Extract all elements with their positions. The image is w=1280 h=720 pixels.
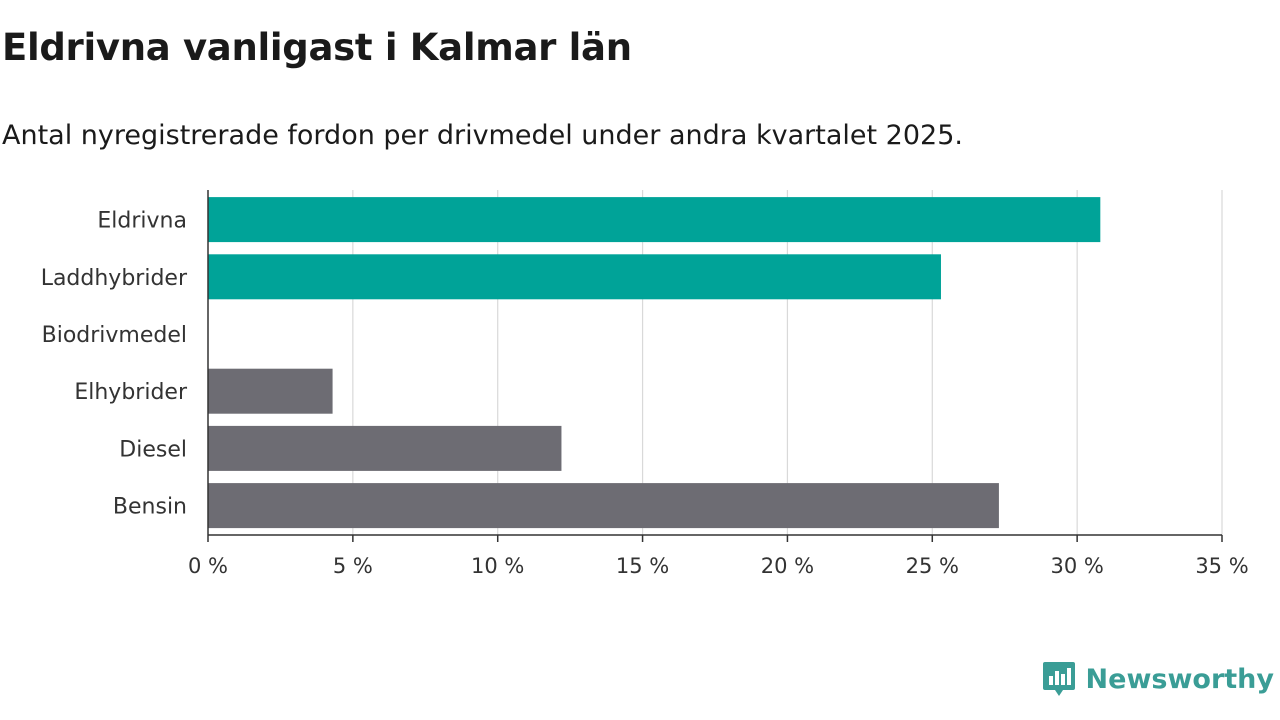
category-label: Elhybrider — [74, 380, 188, 405]
bar-laddhybrider — [208, 254, 941, 300]
x-tick-label: 15 % — [616, 554, 669, 578]
x-tick-label: 5 % — [333, 554, 373, 578]
gridlines — [352, 190, 1223, 535]
x-tick-label: 10 % — [471, 554, 524, 578]
newsworthy-logo-icon — [1042, 662, 1075, 696]
category-labels: Eldrivna Laddhybrider Biodrivmedel Elhybrid… — [41, 209, 188, 520]
brand-name: Newsworthy — [1085, 663, 1274, 695]
brand-logo: Newsworthy — [1042, 660, 1274, 698]
x-tick-label: 30 % — [1050, 554, 1103, 578]
category-label: Bensin — [113, 495, 187, 520]
x-tick-label: 20 % — [761, 554, 814, 578]
category-label: Diesel — [119, 437, 187, 462]
x-tick-label: 35 % — [1195, 554, 1248, 578]
x-tick-label: 25 % — [906, 554, 959, 578]
x-tick-label: 0 % — [188, 554, 228, 578]
chart-title: Eldrivna vanligast i Kalmar län — [2, 26, 632, 69]
bar-diesel — [208, 425, 562, 471]
chart-subtitle: Antal nyregistrerade fordon per drivmede… — [2, 120, 963, 151]
bar-eldrivna — [208, 197, 1101, 243]
category-label: Biodrivmedel — [42, 323, 187, 348]
bar-bensin — [208, 483, 999, 529]
x-axis: 0 % 5 % 10 % 15 % 20 % 25 % 30 % 35 % — [188, 190, 1249, 578]
category-label: Eldrivna — [97, 209, 187, 234]
category-label: Laddhybrider — [41, 266, 188, 291]
bars — [208, 197, 1101, 529]
bar-elhybrider — [208, 368, 333, 414]
